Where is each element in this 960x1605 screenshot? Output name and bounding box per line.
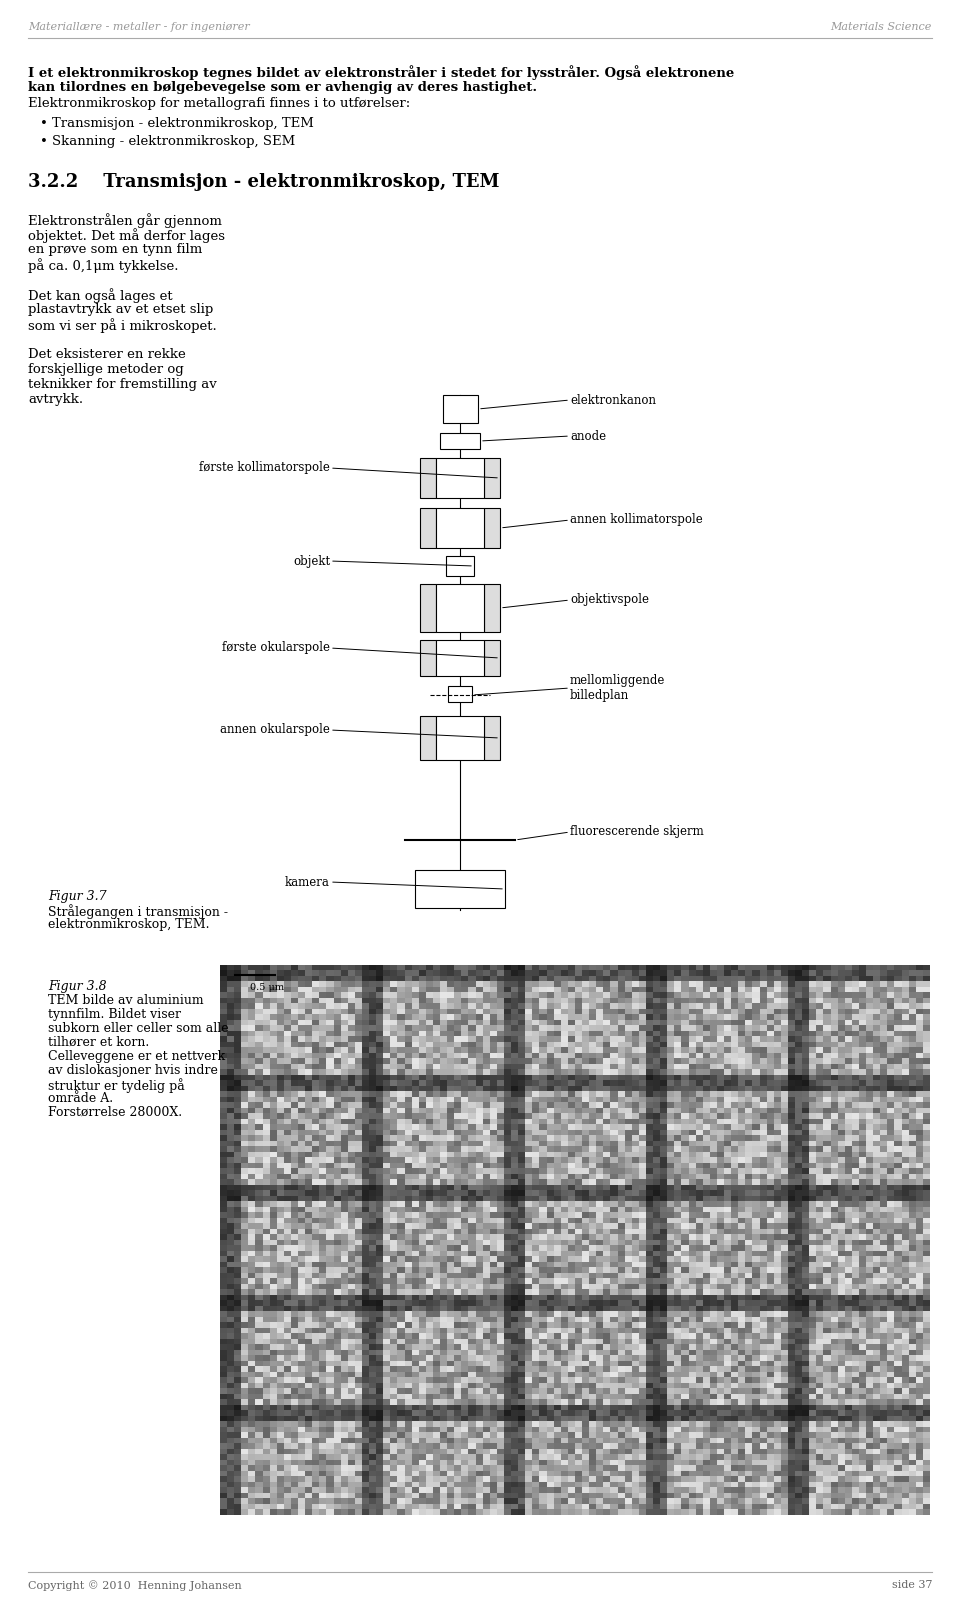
Text: objektivspole: objektivspole <box>570 594 649 607</box>
Bar <box>415 870 505 908</box>
Bar <box>420 716 436 761</box>
Text: avtrykk.: avtrykk. <box>28 393 84 406</box>
Bar <box>484 716 500 761</box>
Text: annen okularspole: annen okularspole <box>220 724 330 737</box>
Bar <box>436 640 484 676</box>
Text: elektronkanon: elektronkanon <box>570 393 656 406</box>
Bar <box>484 640 500 676</box>
Bar <box>484 457 500 498</box>
Text: Celleveggene er et nettverk: Celleveggene er et nettverk <box>48 1050 226 1063</box>
Text: Skanning - elektronmikroskop, SEM: Skanning - elektronmikroskop, SEM <box>52 135 296 148</box>
Text: fluorescerende skjerm: fluorescerende skjerm <box>570 825 704 838</box>
Text: Copyright © 2010  Henning Johansen: Copyright © 2010 Henning Johansen <box>28 1579 242 1591</box>
Text: Materials Science: Materials Science <box>830 22 932 32</box>
Bar <box>436 457 484 498</box>
Text: Figur 3.8: Figur 3.8 <box>48 981 107 993</box>
Text: kamera: kamera <box>285 875 330 889</box>
Text: TEM bilde av aluminium: TEM bilde av aluminium <box>48 993 204 1006</box>
Text: Elektronstrålen går gjennom: Elektronstrålen går gjennom <box>28 213 222 228</box>
Bar <box>446 555 474 576</box>
Text: Forstørrelse 28000X.: Forstørrelse 28000X. <box>48 1106 182 1119</box>
Bar <box>484 509 500 547</box>
Bar <box>436 716 484 761</box>
Text: 3.2.2    Transmisjon - elektronmikroskop, TEM: 3.2.2 Transmisjon - elektronmikroskop, T… <box>28 173 499 191</box>
Text: anode: anode <box>570 430 606 443</box>
Text: 0.5 μm: 0.5 μm <box>250 982 284 992</box>
Text: tynnfilm. Bildet viser: tynnfilm. Bildet viser <box>48 1008 181 1021</box>
Text: Det eksisterer en rekke: Det eksisterer en rekke <box>28 348 185 361</box>
Text: tilhører et korn.: tilhører et korn. <box>48 1035 149 1050</box>
Bar <box>420 457 436 498</box>
Text: teknikker for fremstilling av: teknikker for fremstilling av <box>28 379 217 392</box>
Text: av dislokasjoner hvis indre: av dislokasjoner hvis indre <box>48 1064 218 1077</box>
Text: I et elektronmikroskop tegnes bildet av elektronstråler i stedet for lysstråler.: I et elektronmikroskop tegnes bildet av … <box>28 64 734 80</box>
Bar <box>440 433 480 449</box>
Text: som vi ser på i mikroskopet.: som vi ser på i mikroskopet. <box>28 318 217 332</box>
Bar <box>436 509 484 547</box>
Text: Det kan også lages et: Det kan også lages et <box>28 287 173 303</box>
Text: en prøve som en tynn film: en prøve som en tynn film <box>28 242 203 257</box>
Text: elektronmikroskop, TEM.: elektronmikroskop, TEM. <box>48 918 209 931</box>
Text: kan tilordnes en bølgebevegelse som er avhengig av deres hastighet.: kan tilordnes en bølgebevegelse som er a… <box>28 80 538 95</box>
Text: Strålegangen i transmisjon -: Strålegangen i transmisjon - <box>48 904 228 920</box>
Bar <box>448 685 472 701</box>
Text: Transmisjon - elektronmikroskop, TEM: Transmisjon - elektronmikroskop, TEM <box>52 117 314 130</box>
Bar <box>420 584 436 632</box>
Text: objektet. Det må derfor lages: objektet. Det må derfor lages <box>28 228 225 242</box>
Text: første okularspole: første okularspole <box>222 642 330 655</box>
Text: Materiallære - metaller - for ingeniører: Materiallære - metaller - for ingeniører <box>28 22 250 32</box>
Text: på ca. 0,1μm tykkelse.: på ca. 0,1μm tykkelse. <box>28 258 179 273</box>
Bar <box>420 509 436 547</box>
Bar <box>484 584 500 632</box>
Text: mellomliggende
billedplan: mellomliggende billedplan <box>570 674 665 701</box>
Bar <box>420 640 436 676</box>
Text: annen kollimatorspole: annen kollimatorspole <box>570 514 703 526</box>
Text: •: • <box>40 135 48 148</box>
Text: første kollimatorspole: første kollimatorspole <box>199 462 330 475</box>
Text: side 37: side 37 <box>892 1579 932 1591</box>
Text: Elektronmikroskop for metallografi finnes i to utførelser:: Elektronmikroskop for metallografi finne… <box>28 96 410 111</box>
Text: objekt: objekt <box>293 554 330 568</box>
Text: forskjellige metoder og: forskjellige metoder og <box>28 363 183 376</box>
Text: plastavtrykk av et etset slip: plastavtrykk av et etset slip <box>28 303 213 316</box>
Text: struktur er tydelig på: struktur er tydelig på <box>48 1079 184 1093</box>
Bar <box>443 395 477 424</box>
Text: område A.: område A. <box>48 1091 113 1104</box>
Text: subkorn eller celler som alle: subkorn eller celler som alle <box>48 1022 228 1035</box>
Text: Figur 3.7: Figur 3.7 <box>48 891 107 904</box>
Text: •: • <box>40 117 48 130</box>
Bar <box>436 584 484 632</box>
